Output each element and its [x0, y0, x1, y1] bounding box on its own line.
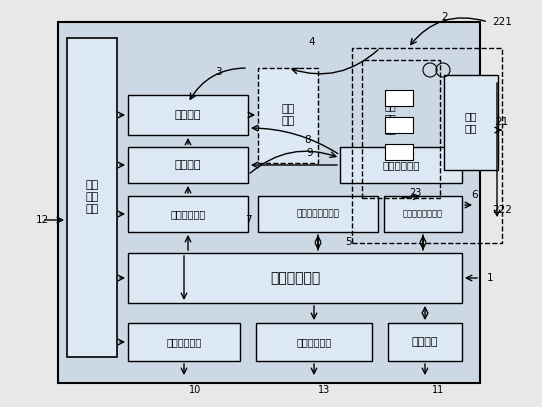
Text: 5: 5: [345, 237, 351, 247]
Text: 第一隔离放大电路: 第一隔离放大电路: [296, 210, 339, 219]
Bar: [67, 38, 117, 357]
Bar: [340, 147, 462, 183]
Bar: [128, 95, 248, 135]
Text: 嵌入式控制器: 嵌入式控制器: [270, 271, 320, 285]
Text: 电流
采集
电路: 电流 采集 电路: [384, 101, 396, 135]
Text: 滤波电路: 滤波电路: [175, 160, 201, 170]
Bar: [258, 196, 378, 232]
Text: 23: 23: [409, 188, 421, 198]
Text: 显示驱动电路: 显示驱动电路: [296, 337, 332, 347]
Text: 功率
电路: 功率 电路: [281, 104, 295, 126]
Text: 222: 222: [492, 205, 512, 215]
Bar: [258, 68, 318, 163]
Text: 11: 11: [432, 385, 444, 395]
Text: 1: 1: [487, 273, 493, 283]
Bar: [128, 323, 240, 361]
Text: 通信电路: 通信电路: [412, 337, 438, 347]
Text: 12: 12: [35, 215, 49, 225]
Bar: [362, 60, 440, 198]
Bar: [128, 253, 462, 303]
Bar: [444, 75, 498, 170]
Text: 6: 6: [472, 190, 478, 200]
Bar: [256, 323, 372, 361]
Text: 21: 21: [495, 117, 508, 127]
Text: 2: 2: [442, 12, 448, 22]
Text: 9: 9: [307, 148, 313, 158]
Bar: [352, 48, 502, 243]
Bar: [128, 196, 248, 232]
Text: 驱动电路: 驱动电路: [175, 110, 201, 120]
Text: 测试
端口: 测试 端口: [464, 111, 478, 133]
Text: 3: 3: [215, 67, 221, 77]
Text: 7: 7: [244, 215, 251, 225]
Bar: [385, 117, 413, 133]
Bar: [385, 144, 413, 160]
Text: 4: 4: [309, 37, 315, 47]
Text: 10: 10: [189, 385, 201, 395]
Bar: [58, 22, 480, 383]
Text: 第二隔离放大电路: 第二隔离放大电路: [403, 210, 443, 219]
Bar: [385, 90, 413, 106]
Bar: [128, 147, 248, 183]
Text: 反馈控制电路: 反馈控制电路: [382, 160, 420, 170]
Text: 电源
管理
电路: 电源 管理 电路: [86, 180, 99, 214]
Bar: [388, 323, 462, 361]
Text: 8: 8: [305, 135, 311, 145]
Bar: [384, 196, 462, 232]
Text: 键盘输入电路: 键盘输入电路: [166, 337, 202, 347]
Text: 221: 221: [492, 17, 512, 27]
Text: 光耦隔离电路: 光耦隔离电路: [170, 209, 205, 219]
Text: 13: 13: [318, 385, 330, 395]
